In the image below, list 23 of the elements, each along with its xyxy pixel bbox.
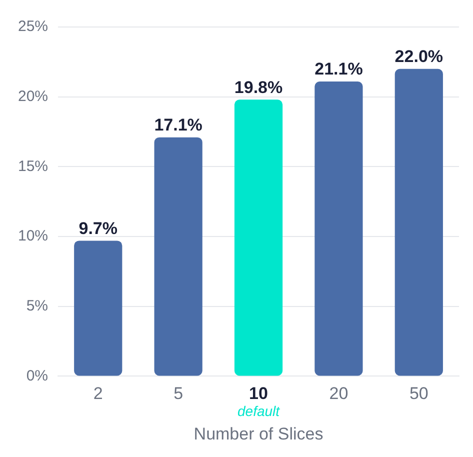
bar xyxy=(154,137,202,376)
x-tick-label: 20 xyxy=(329,384,348,404)
data-label: 21.1% xyxy=(314,60,363,79)
x-tick-label: 2 xyxy=(93,384,103,404)
bar xyxy=(74,240,122,376)
x-tick-label: 10 xyxy=(249,384,268,404)
x-axis-title: Number of Slices xyxy=(194,424,324,444)
x-tick-label: 50 xyxy=(409,384,428,404)
y-tick-label: 15% xyxy=(18,158,48,175)
y-tick-label: 0% xyxy=(26,367,48,384)
bar xyxy=(234,100,283,376)
data-label: 19.8% xyxy=(234,78,283,97)
y-tick-label: 25% xyxy=(18,18,48,36)
bar xyxy=(314,81,363,376)
y-tick-label: 5% xyxy=(26,298,48,314)
x-tick-label: 5 xyxy=(174,384,184,404)
data-label: 17.1% xyxy=(154,116,202,135)
bar xyxy=(394,68,443,376)
y-tick-label: 10% xyxy=(18,228,48,245)
data-label: 22.0% xyxy=(394,47,444,66)
y-tick-label: 20% xyxy=(18,88,48,105)
text: default xyxy=(237,403,281,420)
data-label: 9.7% xyxy=(78,218,118,238)
